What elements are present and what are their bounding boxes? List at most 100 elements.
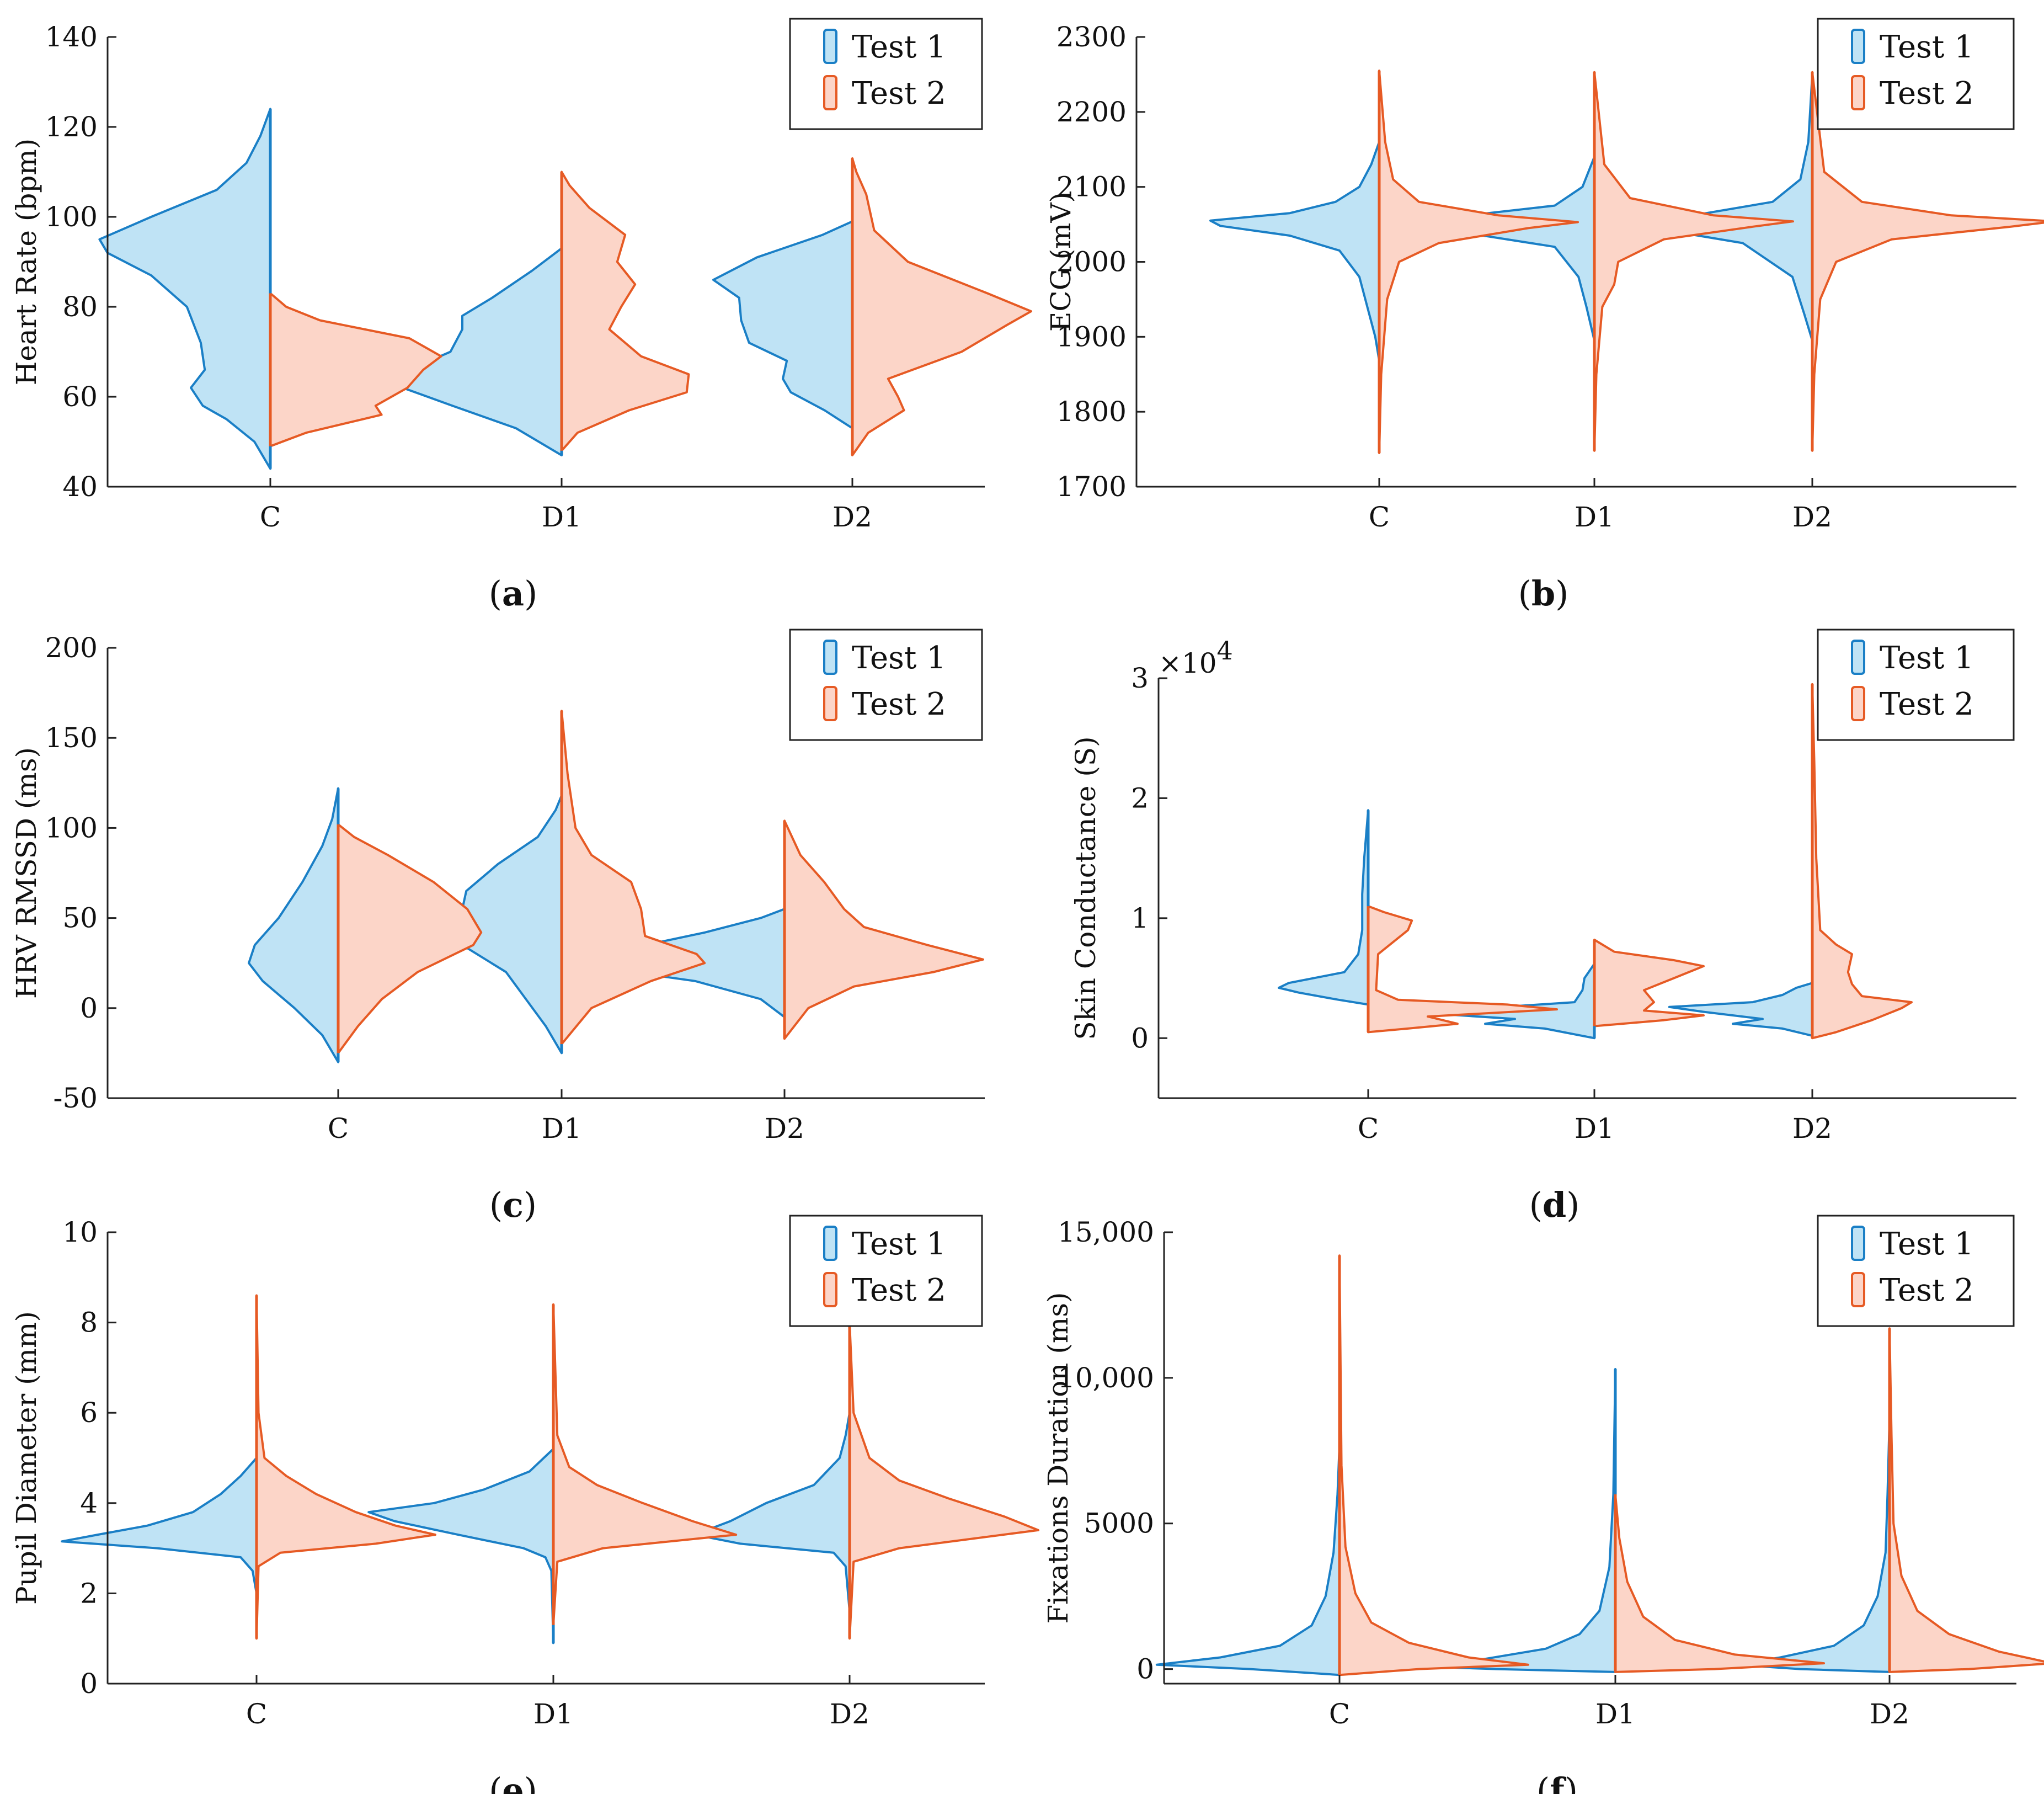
violin-test1-d2	[1668, 982, 1813, 1037]
legend-label-test1: Test 1	[1880, 1226, 1974, 1262]
legend: Test 1 Test 2	[1817, 18, 2015, 130]
violin-test2-d2	[851, 157, 1032, 456]
violin-test2-d1	[1614, 1493, 1825, 1673]
violin-test2-c	[337, 823, 483, 1055]
y-tick-label: 1	[1131, 902, 1149, 934]
y-tick-label: 2100	[1056, 171, 1127, 203]
y-tick-label: 15,000	[1058, 1216, 1154, 1248]
violin-test1-d1	[367, 1447, 554, 1644]
violin-test1-d1	[1407, 1368, 1616, 1673]
x-tick-label-c: C	[1358, 1112, 1379, 1144]
violin-test2-c	[1378, 70, 1579, 454]
exponent-value: 4	[1217, 636, 1233, 666]
x-tick-label-c: C	[328, 1112, 349, 1144]
caption-f: (f)	[1536, 1770, 1578, 1794]
violin-test2-d1	[561, 171, 690, 452]
y-tick-label: 6	[80, 1397, 98, 1429]
x-tick-label-c: C	[1369, 501, 1390, 533]
legend-label-test2: Test 2	[1880, 76, 1974, 111]
legend-label-test1: Test 1	[852, 640, 946, 676]
x-tick-label-d1: D1	[542, 1112, 581, 1144]
x-tick-label-d1: D1	[1575, 501, 1614, 533]
y-axis-label: Fixations Duration (ms)	[1042, 1292, 1074, 1623]
legend-box	[789, 629, 983, 741]
y-tick-label: -50	[53, 1082, 98, 1114]
x-tick-label-d1: D1	[1575, 1112, 1614, 1144]
y-axis-label: HRV RMSSD (ms)	[10, 747, 42, 999]
violin-test1-d2	[693, 1412, 851, 1613]
y-tick-label: 100	[45, 812, 98, 844]
legend: Test 1 Test 2	[1817, 1215, 2015, 1327]
x-tick-label-c: C	[246, 1698, 267, 1730]
x-tick-label-d2: D2	[765, 1112, 804, 1144]
y-tick-label: 2300	[1056, 21, 1127, 53]
legend-label-test1: Test 1	[852, 1226, 946, 1262]
legend-box	[1817, 18, 2015, 130]
violin-test2-d2	[783, 819, 984, 1040]
violin-test2-d1	[1593, 939, 1705, 1028]
legend-swatch-test1	[823, 29, 837, 64]
violin-test1-c	[98, 108, 271, 470]
legend-label-test1: Test 1	[852, 29, 946, 65]
legend-swatch-test1	[1851, 1226, 1865, 1261]
y-tick-label: 10,000	[1058, 1362, 1154, 1394]
violin-test1-c	[248, 787, 339, 1063]
panel-a: 40 60 80 100 120 140 C D1 D2 Heart Rate (bpm) Test…	[10, 18, 1032, 614]
y-tick-label: 2000	[1056, 246, 1127, 278]
y-tick-label: 100	[45, 201, 98, 233]
x-tick-label-c: C	[1329, 1698, 1350, 1730]
y-tick-label: 4	[80, 1487, 98, 1519]
y-axis-label: ECG (mV)	[1045, 192, 1077, 332]
y-tick-label: 50	[62, 902, 98, 934]
legend-label-test2: Test 2	[1880, 1273, 1974, 1308]
x-tick-label-d2: D2	[830, 1698, 869, 1730]
y-tick-label: 140	[45, 21, 98, 53]
y-tick-label: 1900	[1056, 321, 1127, 353]
violin-test1-d2	[1733, 1417, 1891, 1673]
y-tick-label: 80	[62, 291, 98, 323]
legend-box	[789, 18, 983, 130]
caption-d: (d)	[1529, 1185, 1580, 1225]
y-axis-label: Skin Conductance (S)	[1070, 736, 1102, 1040]
y-tick-label: 40	[62, 471, 98, 503]
legend-swatch-test2	[1851, 686, 1865, 721]
legend: Test 1 Test 2	[789, 629, 983, 741]
violin-test2-d2	[848, 1321, 1039, 1640]
panel-b: 1700 1800 1900 2000 2100 2200 2300 C D1 D2 ECG (mV…	[1045, 18, 2044, 614]
legend: Test 1 Test 2	[1817, 629, 2015, 741]
violin-test2-c	[1367, 905, 1558, 1034]
y-tick-label: 10	[62, 1216, 98, 1248]
violin-test2-d1	[1593, 71, 1794, 452]
legend-box	[1817, 1215, 2015, 1327]
legend-label-test2: Test 2	[852, 76, 946, 111]
violin-test1-c	[1155, 1444, 1341, 1676]
legend-label-test2: Test 2	[1880, 686, 1974, 722]
legend: Test 1 Test 2	[789, 18, 983, 130]
violin-test2-c	[269, 292, 442, 448]
legend-label-test2: Test 2	[852, 686, 946, 722]
panel-f: 0 5000 10,000 15,000 C D1 D2 Fixations Duration…	[1042, 1215, 2044, 1794]
violin-test2-d2	[1888, 1327, 2044, 1673]
violin-test1-c	[61, 1457, 258, 1595]
caption-c: (c)	[489, 1185, 537, 1225]
y-tick-label: 0	[1131, 1022, 1149, 1054]
x-tick-label-d2: D2	[832, 501, 872, 533]
legend-swatch-test2	[1851, 1272, 1865, 1307]
x-tick-label-d2: D2	[1792, 501, 1832, 533]
legend-label-test2: Test 2	[852, 1273, 946, 1308]
violin-test2-d2	[1811, 71, 2044, 452]
legend-swatch-test1	[1851, 29, 1865, 64]
y-tick-label: 0	[80, 992, 98, 1024]
y-tick-label: 0	[80, 1668, 98, 1700]
y-tick-label: 5000	[1084, 1508, 1154, 1540]
y-tick-label: 3	[1131, 662, 1149, 694]
x-tick-label-c: C	[260, 501, 281, 533]
y-tick-label: 120	[45, 111, 98, 143]
violin-test1-c	[1278, 809, 1369, 1006]
legend-swatch-test2	[1851, 75, 1865, 110]
y-tick-label: 1700	[1056, 471, 1127, 503]
legend-swatch-test2	[823, 75, 837, 110]
